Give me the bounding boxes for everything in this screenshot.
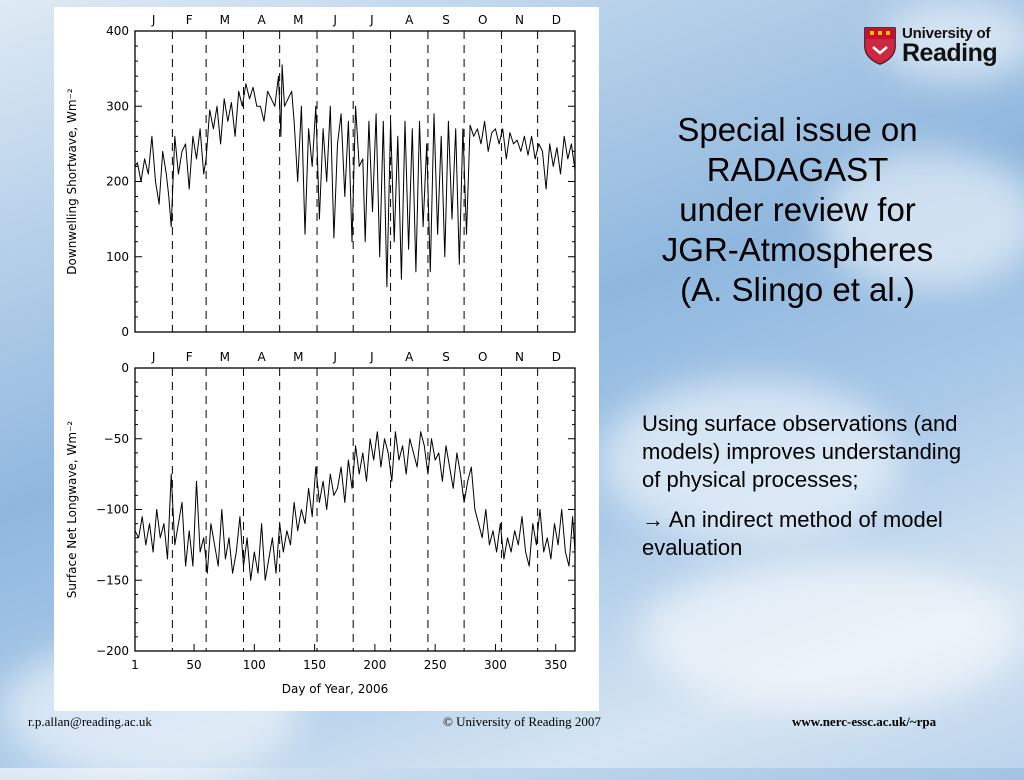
chart2-month-label: O <box>478 350 487 364</box>
chart1-month-label: A <box>405 13 414 27</box>
chart1-month-label: N <box>515 13 524 27</box>
chart2-x-tick-label: 100 <box>243 658 266 672</box>
chart1-month-label: F <box>186 13 193 27</box>
chart1-month-label: S <box>442 13 450 27</box>
chart2-x-tick-label: 300 <box>484 658 507 672</box>
radagast-flux-charts: J F M A M J J A S O N D 0 100 200 300 400 Downwelling Sho… <box>65 13 576 696</box>
chart2-x-tick-label: 350 <box>544 658 567 672</box>
chart2-month-label: M <box>220 350 230 364</box>
chart1-y-axis-label: Downwelling Shortwave, Wm⁻² <box>65 88 79 275</box>
chart2-y-tick-label: −50 <box>104 432 129 446</box>
logo-line2: Reading <box>902 39 998 67</box>
title-line: JGR-Atmospheres <box>661 231 934 268</box>
footer-copyright: © University of Reading 2007 <box>443 714 601 729</box>
slide-title: Special issue on RADAGAST under review f… <box>615 110 980 310</box>
chart1-plot-frame <box>134 30 576 333</box>
chart2-month-label: A <box>257 350 266 364</box>
slide-body: Using surface observations (and models) … <box>642 410 982 574</box>
logo-line1: University of <box>902 25 991 42</box>
chart1-month-label: O <box>478 13 487 27</box>
title-line: Special issue on <box>677 111 918 148</box>
chart1-y-tick-label: 0 <box>121 325 129 339</box>
body-paragraph-2: → An indirect method of model evaluation <box>642 507 943 560</box>
chart2-y-axis-label: Surface Net Longwave, Wm⁻² <box>65 421 79 599</box>
chart2-x-tick-label: 1 <box>131 658 139 672</box>
chart2-x-tick-label: 150 <box>303 658 326 672</box>
title-line: under review for <box>679 191 916 228</box>
chart1-month-label: A <box>257 13 266 27</box>
chart2-x-tick-label: 200 <box>363 658 386 672</box>
footer-email: r.p.allan@reading.ac.uk <box>28 714 152 729</box>
chart2-month-label: S <box>442 350 450 364</box>
chart2-y-tick-label: −200 <box>96 644 129 658</box>
chart1-series-line <box>134 64 576 288</box>
figure-panel: J F M A M J J A S O N D 0 100 200 300 400 Downwelling Sho… <box>54 7 599 711</box>
title-line: (A. Slingo et al.) <box>680 271 915 308</box>
chart2-month-label: J <box>151 350 156 364</box>
chart1-month-label: M <box>220 13 230 27</box>
chart1-month-label: D <box>552 13 561 27</box>
chart2-month-label: J <box>332 350 337 364</box>
chart2-month-label: D <box>552 350 561 364</box>
chart1-y-tick-label: 300 <box>106 99 129 113</box>
chart2-y-tick-label: −100 <box>96 503 129 517</box>
chart1-month-label: M <box>293 13 303 27</box>
chart2-month-label: J <box>369 350 374 364</box>
chart2-month-label: M <box>293 350 303 364</box>
university-logo: University of Reading <box>864 25 1004 71</box>
footer-url: www.nerc-essc.ac.uk/~rpa <box>792 714 937 729</box>
chart2-y-tick-label: −150 <box>96 573 129 587</box>
chart2-month-label: A <box>405 350 414 364</box>
chart1-month-label: J <box>332 13 337 27</box>
shield-icon <box>864 27 896 65</box>
chart1-y-tick-label: 200 <box>106 175 129 189</box>
body-paragraph-1: Using surface observations (and models) … <box>642 411 962 492</box>
chart2-month-label: F <box>186 350 193 364</box>
chart1-month-label: J <box>369 13 374 27</box>
chart2-x-tick-label: 50 <box>186 658 201 672</box>
chart1-y-tick-label: 100 <box>106 250 129 264</box>
chart1-month-label: J <box>151 13 156 27</box>
chart2-plot-frame <box>134 367 576 652</box>
chart2-month-label: N <box>515 350 524 364</box>
chart1-y-tick-label: 400 <box>106 24 129 38</box>
chart2-x-tick-label: 250 <box>424 658 447 672</box>
title-line: RADAGAST <box>706 151 889 188</box>
chart2-series-line <box>134 431 576 581</box>
chart2-x-axis-label: Day of Year, 2006 <box>282 682 388 696</box>
chart2-y-tick-label: 0 <box>121 361 129 375</box>
